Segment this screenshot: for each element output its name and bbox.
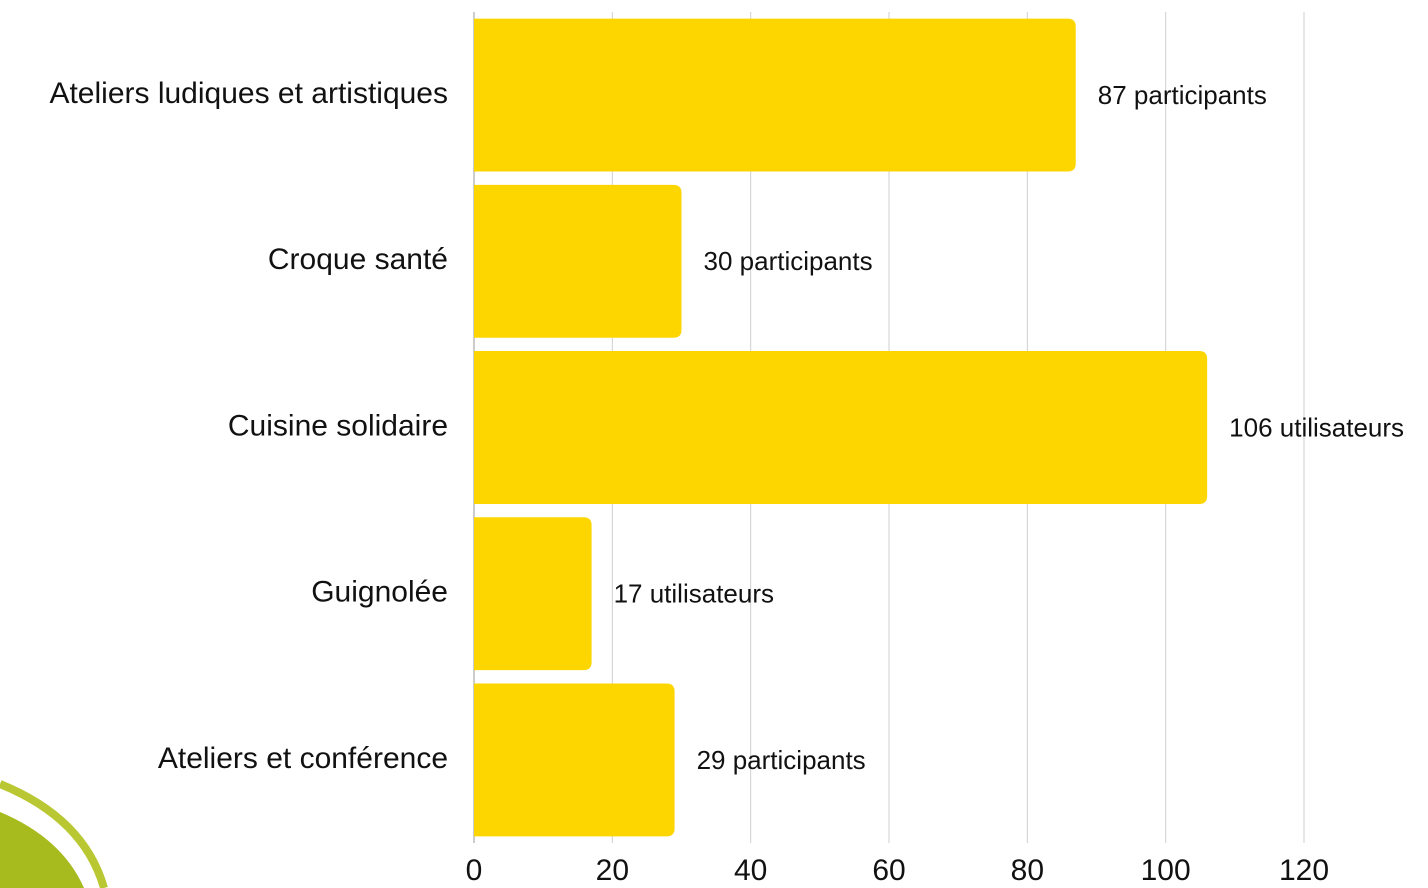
- bar: [474, 18, 1076, 172]
- x-tick-label: 0: [466, 854, 483, 887]
- decoration: [0, 812, 84, 888]
- y-tick-label: Cuisine solidaire: [228, 409, 448, 442]
- data-label: 30 participants: [704, 246, 873, 276]
- bar: [474, 683, 675, 837]
- bars: [474, 18, 1208, 837]
- data-label: 17 utilisateurs: [614, 579, 774, 609]
- y-tick-label: Ateliers ludiques et artistiques: [49, 77, 448, 110]
- y-tick-label: Croque santé: [268, 243, 448, 276]
- data-label: 29 participants: [697, 745, 866, 775]
- data-label: 87 participants: [1098, 80, 1267, 110]
- bar: [474, 184, 682, 338]
- x-tick-label: 100: [1141, 854, 1191, 887]
- bar: [474, 517, 592, 671]
- x-tick-label: 80: [1011, 854, 1044, 887]
- data-label: 106 utilisateurs: [1229, 412, 1404, 442]
- x-tick-label: 40: [734, 854, 767, 887]
- x-tick-label: 60: [872, 854, 905, 887]
- x-tick-label: 20: [596, 854, 629, 887]
- bar: [474, 351, 1208, 504]
- y-tick-label: Guignolée: [311, 576, 448, 609]
- y-tick-label: Ateliers et conférence: [158, 742, 448, 775]
- decoration: [0, 780, 108, 888]
- x-tick-label: 120: [1279, 854, 1329, 887]
